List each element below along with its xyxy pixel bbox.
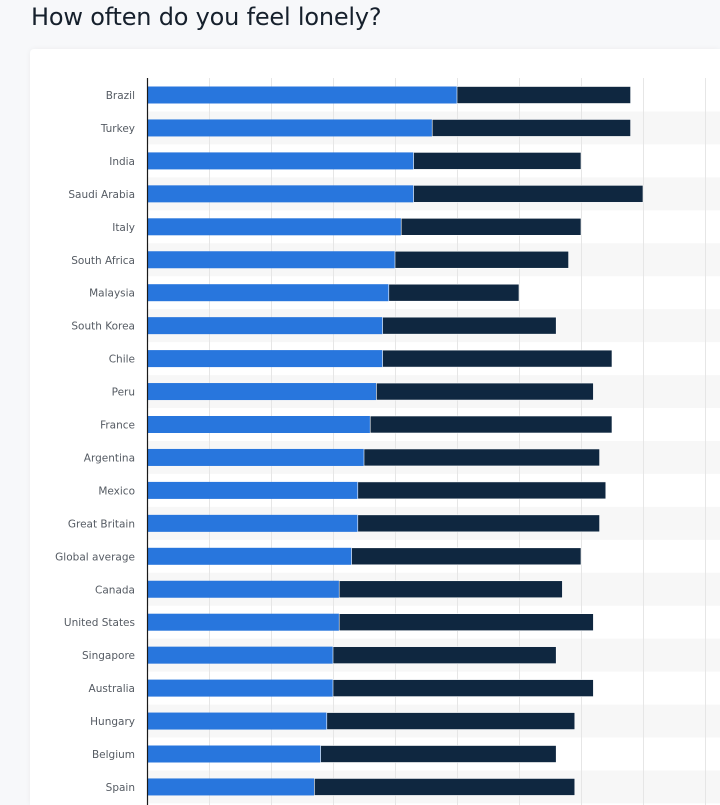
bar-segment-2 bbox=[351, 547, 582, 566]
category-label: Brazil bbox=[106, 90, 135, 102]
bar-segment-2 bbox=[413, 152, 582, 170]
category-label: Saudi Arabia bbox=[68, 189, 135, 201]
bar-segment-1 bbox=[147, 383, 377, 401]
chart-title: How often do you feel lonely? bbox=[31, 3, 382, 31]
bar-segment-1 bbox=[147, 448, 364, 466]
bar-segment-1 bbox=[147, 613, 340, 631]
bar-segment-2 bbox=[456, 86, 631, 104]
bar-segment-1 bbox=[147, 547, 352, 565]
category-label: Belgium bbox=[92, 749, 135, 761]
bar-segment-1 bbox=[147, 284, 389, 302]
category-label: Canada bbox=[95, 584, 135, 596]
category-label: Chile bbox=[109, 354, 135, 366]
bar-segment-1 bbox=[147, 350, 383, 368]
category-label: United States bbox=[64, 617, 135, 629]
category-labels: Brazil Turkey India Saudi Arabia Italy South … bbox=[55, 90, 135, 794]
category-label: Argentina bbox=[84, 452, 135, 464]
bar-segment-1 bbox=[147, 580, 340, 598]
bar-segment-1 bbox=[147, 745, 321, 763]
bar-segment-1 bbox=[147, 646, 333, 664]
bar-segment-2 bbox=[382, 316, 557, 335]
bar-segment-2 bbox=[400, 218, 582, 236]
category-label: South Korea bbox=[71, 321, 135, 333]
bar-segment-2 bbox=[338, 580, 563, 599]
bar-segment-1 bbox=[147, 778, 315, 796]
bar-segment-1 bbox=[147, 86, 457, 104]
bar-segment-1 bbox=[147, 317, 383, 335]
bar-segment-2 bbox=[332, 646, 557, 664]
category-label: South Africa bbox=[71, 255, 135, 267]
bar-segment-2 bbox=[388, 283, 520, 302]
category-label: Italy bbox=[112, 222, 135, 234]
bar-segment-2 bbox=[314, 778, 576, 796]
bars bbox=[147, 86, 644, 796]
bar-segment-1 bbox=[147, 185, 414, 203]
category-label: Great Britain bbox=[68, 518, 135, 530]
bar-segment-1 bbox=[147, 119, 433, 137]
bar-segment-2 bbox=[332, 679, 594, 697]
bar-segment-2 bbox=[382, 349, 613, 368]
bar-segment-2 bbox=[320, 745, 557, 763]
bar-segment-1 bbox=[147, 712, 327, 730]
category-label: Australia bbox=[89, 683, 135, 695]
bar-segment-1 bbox=[147, 251, 395, 269]
bar-segment-2 bbox=[394, 250, 569, 269]
category-label: France bbox=[100, 420, 135, 432]
category-label: Spain bbox=[106, 782, 135, 794]
category-label: Singapore bbox=[82, 650, 135, 662]
bar-segment-1 bbox=[147, 481, 358, 499]
bar-segment-2 bbox=[363, 448, 600, 467]
bar-segment-2 bbox=[376, 382, 594, 401]
bar-segment-2 bbox=[413, 185, 644, 203]
bar-segment-1 bbox=[147, 218, 402, 236]
category-label: Mexico bbox=[98, 485, 135, 497]
category-label: Global average bbox=[55, 551, 135, 563]
bar-segment-2 bbox=[338, 613, 594, 632]
bar-segment-1 bbox=[147, 514, 358, 532]
bar-segment-1 bbox=[147, 679, 333, 697]
bar-segment-1 bbox=[147, 152, 414, 170]
category-label: Hungary bbox=[90, 716, 135, 728]
bar-segment-2 bbox=[357, 514, 600, 533]
category-label: Turkey bbox=[100, 123, 135, 135]
bar-segment-2 bbox=[369, 415, 613, 434]
category-label: Peru bbox=[112, 387, 135, 399]
bar-segment-2 bbox=[431, 119, 631, 137]
bar-segment-2 bbox=[357, 481, 607, 500]
category-label: Malaysia bbox=[89, 288, 135, 300]
bar-segment-2 bbox=[326, 712, 576, 730]
bar-segment-1 bbox=[147, 416, 371, 433]
category-label: India bbox=[109, 156, 135, 168]
